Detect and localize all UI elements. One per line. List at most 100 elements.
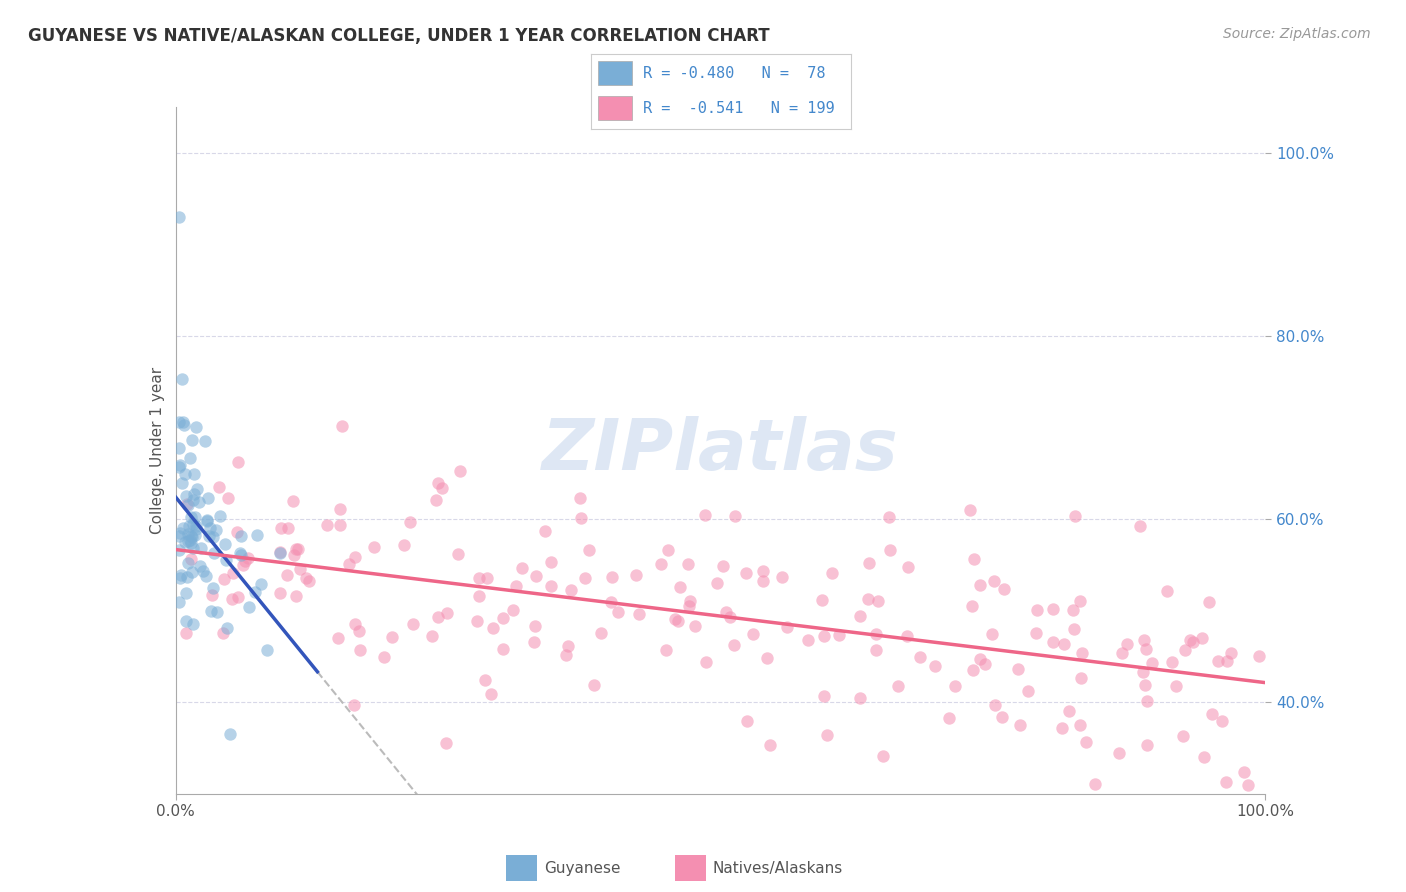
Point xyxy=(183,528,205,542)
Point xyxy=(523,618,546,632)
Point xyxy=(1084,777,1107,791)
Point xyxy=(735,714,758,729)
Point xyxy=(993,582,1015,597)
Point xyxy=(813,629,835,643)
Point xyxy=(177,533,200,548)
Point xyxy=(167,459,190,474)
Point xyxy=(1133,633,1156,648)
Point xyxy=(759,738,782,752)
Point xyxy=(169,526,191,541)
Point xyxy=(215,553,238,567)
Point xyxy=(173,417,195,432)
Point xyxy=(685,618,707,632)
Point xyxy=(481,688,503,702)
Point xyxy=(347,624,370,639)
Point xyxy=(540,555,562,569)
Point xyxy=(181,617,204,632)
Point xyxy=(607,605,630,619)
Point xyxy=(1220,646,1243,660)
Point xyxy=(235,553,257,567)
Point xyxy=(868,593,890,607)
Point xyxy=(887,679,910,693)
Point xyxy=(343,549,366,564)
Point xyxy=(256,643,278,657)
Point xyxy=(167,442,190,456)
Point xyxy=(181,492,204,507)
Point xyxy=(434,736,457,750)
Point xyxy=(523,635,546,649)
Point xyxy=(624,568,647,582)
Point xyxy=(209,509,232,524)
Text: Source: ZipAtlas.com: Source: ZipAtlas.com xyxy=(1223,27,1371,41)
Point xyxy=(1129,518,1152,533)
Point xyxy=(1136,738,1159,752)
Point xyxy=(1216,654,1239,668)
Point xyxy=(849,690,872,705)
Point xyxy=(198,529,221,543)
Point xyxy=(186,483,208,497)
Point xyxy=(249,577,271,591)
Point xyxy=(1042,634,1064,648)
Point xyxy=(426,475,449,490)
Point xyxy=(574,571,596,585)
Point xyxy=(343,698,366,713)
Point xyxy=(188,558,211,573)
Point xyxy=(402,616,425,631)
Point xyxy=(201,530,224,544)
Point xyxy=(214,536,236,550)
Point xyxy=(1070,671,1092,685)
Point xyxy=(446,547,468,561)
Point xyxy=(276,568,298,582)
Point xyxy=(676,557,699,571)
Point xyxy=(742,627,765,641)
Point xyxy=(981,626,1004,640)
Point xyxy=(1063,622,1085,636)
Point xyxy=(174,625,197,640)
Point xyxy=(176,498,198,512)
Point xyxy=(1007,662,1029,676)
Point xyxy=(181,517,204,532)
Point xyxy=(991,709,1014,723)
Point xyxy=(865,643,887,657)
Point xyxy=(678,599,700,613)
Point xyxy=(181,433,204,447)
Point xyxy=(177,519,200,533)
Point xyxy=(179,533,201,547)
Point xyxy=(827,627,849,641)
Point xyxy=(600,595,623,609)
Point xyxy=(578,542,600,557)
Point xyxy=(474,673,496,687)
Point xyxy=(1191,631,1213,645)
Point xyxy=(167,543,190,558)
Point xyxy=(1053,637,1076,651)
Point xyxy=(1166,679,1188,693)
Point xyxy=(174,489,197,503)
Point xyxy=(194,569,217,583)
Point xyxy=(183,541,205,556)
Point xyxy=(908,650,931,665)
Point xyxy=(924,659,946,673)
Point xyxy=(201,581,224,595)
Point xyxy=(181,530,204,544)
Point xyxy=(229,546,252,560)
Point xyxy=(174,586,197,600)
Point xyxy=(177,527,200,541)
Point xyxy=(1057,704,1080,718)
Point xyxy=(222,566,245,581)
Point xyxy=(492,611,515,625)
Point xyxy=(167,210,190,224)
Point xyxy=(628,607,651,621)
Point xyxy=(172,415,194,429)
Point xyxy=(226,525,249,540)
Point xyxy=(295,571,318,585)
Point xyxy=(695,508,717,523)
Point xyxy=(475,571,498,585)
Bar xyxy=(599,96,633,120)
Point xyxy=(229,548,252,562)
Point xyxy=(1063,509,1085,524)
Point xyxy=(679,594,702,608)
Point xyxy=(190,541,212,556)
Point xyxy=(191,564,214,578)
Point xyxy=(167,415,190,429)
Point xyxy=(1140,656,1163,670)
